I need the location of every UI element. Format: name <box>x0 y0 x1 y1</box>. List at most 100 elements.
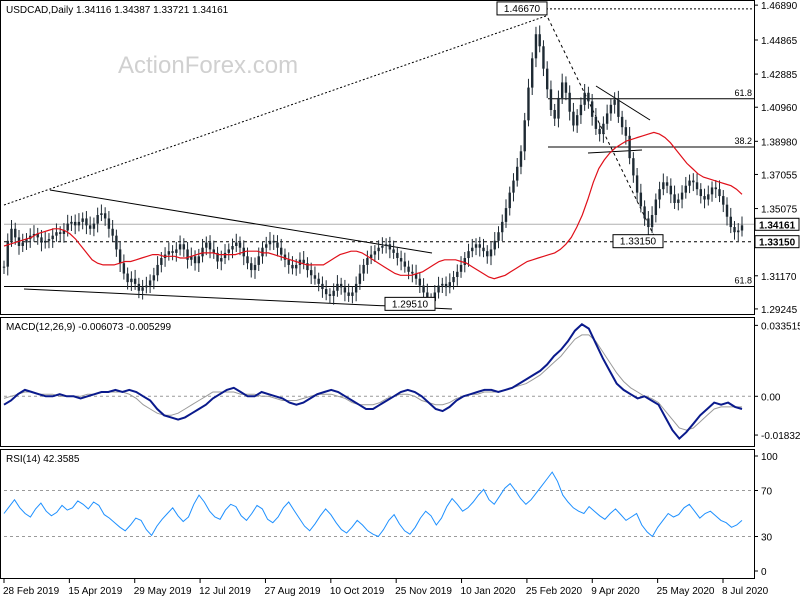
candle-body <box>471 247 474 252</box>
candle-body <box>486 251 489 257</box>
rsi-panel-frame <box>0 449 755 579</box>
rsi-y-tick-label: 100 <box>761 452 778 463</box>
candle-body <box>381 245 384 248</box>
candle-body <box>602 123 605 135</box>
candle-body <box>36 233 39 238</box>
candle-body <box>287 259 290 265</box>
candle-body <box>133 278 137 284</box>
candle-body <box>126 273 129 283</box>
candle-body <box>422 285 425 293</box>
candle-body <box>478 244 481 248</box>
candle-body <box>452 276 455 283</box>
macd-y-tick-label: 0.033515 <box>761 321 800 332</box>
macd-header: MACD(12,26,9) -0.006073 -0.005299 <box>6 322 172 333</box>
candle-body <box>549 89 553 110</box>
candle-body <box>516 166 519 181</box>
candle-body <box>575 115 579 126</box>
x-tick-label: 28 Feb 2019 <box>3 586 60 597</box>
candle-body <box>718 189 721 197</box>
trendlines <box>3 15 659 310</box>
candle-body <box>737 230 740 233</box>
candle-body <box>662 182 665 190</box>
candle-body <box>205 242 208 248</box>
candle-body <box>441 283 444 286</box>
candle-body <box>47 239 51 241</box>
x-tick-label: 25 May 2020 <box>657 586 715 597</box>
candle-body <box>568 92 571 112</box>
candle-body <box>710 187 714 195</box>
candle-body <box>77 221 81 226</box>
candle-body <box>160 258 163 265</box>
candle-body <box>377 247 380 252</box>
candle-body <box>448 282 451 288</box>
candle-body <box>647 218 650 228</box>
macd-panel-frame <box>0 317 755 447</box>
fib-level-label: 61.8 <box>734 88 752 98</box>
upper-falling-trendline <box>49 189 433 254</box>
candle-body <box>557 97 560 119</box>
rsi-header: RSI(14) 42.3585 <box>6 454 80 465</box>
candle-body <box>740 225 744 231</box>
candle-body <box>122 263 126 274</box>
candle-body <box>14 228 17 238</box>
annotation-box <box>612 234 664 249</box>
candle-body <box>70 221 73 224</box>
rsi-line <box>3 471 743 538</box>
candle-body <box>130 278 133 283</box>
rsi-y-tick-label: 0 <box>761 567 767 578</box>
candle-body <box>321 283 324 290</box>
last-price-tag-label: 1.34161 <box>759 220 796 231</box>
candle-body <box>463 258 466 265</box>
candle-body <box>25 239 28 243</box>
candle-body <box>456 271 459 277</box>
candle-body <box>51 235 54 240</box>
candle-body <box>276 242 279 248</box>
macd-signal-line <box>3 334 742 431</box>
candle-body <box>624 127 628 136</box>
candle-body <box>635 175 639 193</box>
candle-body <box>220 258 223 262</box>
candle-body <box>66 223 69 231</box>
candle-body <box>141 287 144 291</box>
candle-body <box>437 285 440 293</box>
candle-body <box>309 270 313 276</box>
support-price-tag-label: 1.33150 <box>759 238 796 249</box>
candle-body <box>467 251 470 259</box>
candle-body <box>354 283 358 293</box>
candle-body <box>564 82 568 93</box>
candle-body <box>482 247 485 252</box>
candle-body <box>418 278 422 286</box>
candle-body <box>280 247 283 255</box>
candle-body <box>474 244 478 248</box>
candle-body <box>369 254 373 259</box>
candle-body <box>238 242 242 248</box>
candle-body <box>21 242 24 246</box>
candle-body <box>171 251 174 253</box>
candle-body <box>433 292 437 302</box>
candle-body <box>111 228 114 236</box>
candle-body <box>107 218 111 229</box>
candle-body <box>58 232 62 234</box>
candle-body <box>272 240 275 243</box>
fib-level-label: 61.8 <box>734 275 752 285</box>
candle-body <box>639 192 643 207</box>
candle-body <box>632 158 635 176</box>
candle-body <box>44 240 47 243</box>
candle-body <box>684 185 688 193</box>
candle-body <box>729 216 732 228</box>
candle-body <box>193 256 197 264</box>
x-tick-label: 8 Jul 2020 <box>722 586 769 597</box>
candle-body <box>392 249 395 253</box>
candle-body <box>384 244 388 246</box>
candle-body <box>317 278 320 284</box>
candle-body <box>594 116 598 129</box>
price-y-tick-label: 1.44865 <box>761 36 798 47</box>
x-tick-label: 15 Apr 2019 <box>68 586 122 597</box>
candle-body <box>531 58 534 88</box>
candle-body <box>459 264 463 272</box>
candle-body <box>508 192 511 209</box>
candle-body <box>216 252 219 262</box>
rsi-y-tick-label: 70 <box>761 487 773 498</box>
candle-body <box>92 223 96 229</box>
candle-body <box>501 221 504 233</box>
